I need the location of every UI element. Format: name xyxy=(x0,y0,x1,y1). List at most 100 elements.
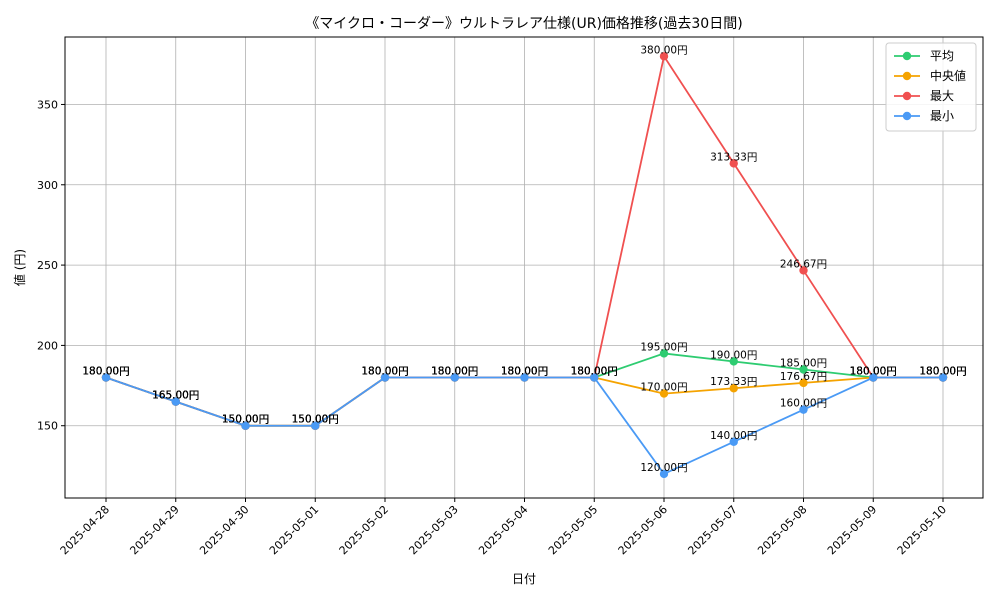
x-tick-label: 2025-05-06 xyxy=(616,503,670,557)
data-label: 165.00円 xyxy=(152,390,199,402)
axes: 2025-04-28 2025-04-29 2025-04-30 2025-05-01… xyxy=(37,98,949,557)
data-label: 180.00円 xyxy=(571,366,618,378)
legend-marker xyxy=(902,91,912,101)
legend-box xyxy=(885,42,977,132)
data-label: 170.00円 xyxy=(640,382,687,394)
data-label: 180.00円 xyxy=(919,366,966,378)
data-point xyxy=(799,378,808,388)
data-label: 180.00円 xyxy=(850,366,897,378)
legend-label: 最小 xyxy=(930,109,954,123)
data-label: 180.00円 xyxy=(431,366,478,378)
x-tick-label: 2025-04-30 xyxy=(197,503,251,557)
data-label: 160.00円 xyxy=(780,398,827,410)
legend-label: 平均 xyxy=(930,49,954,63)
data-point xyxy=(520,373,529,382)
data-label: 165.00円 xyxy=(152,390,199,402)
data-point xyxy=(729,384,738,393)
data-label: 180.00円 xyxy=(919,366,966,378)
x-axis-label: 日付 xyxy=(512,572,536,586)
data-label: 180.00円 xyxy=(82,366,129,378)
y-axis-label: 値 (円) xyxy=(12,249,27,286)
data-label: 173.33円 xyxy=(710,376,757,388)
data-point xyxy=(799,266,808,275)
x-tick-label: 2025-05-08 xyxy=(755,503,809,557)
data-label: 180.00円 xyxy=(361,366,408,378)
data-label: 180.00円 xyxy=(501,366,548,378)
data-label: 140.00円 xyxy=(710,430,757,442)
data-point xyxy=(869,373,878,382)
data-point xyxy=(241,421,250,430)
chart-title: 《マイクロ・コーダー》ウルトラレア仕様(UR)価格推移(過去30日間) xyxy=(305,16,742,32)
data-point xyxy=(659,52,669,61)
x-tick-label: 2025-05-04 xyxy=(476,503,530,557)
data-point xyxy=(729,159,738,168)
grid xyxy=(65,37,983,498)
data-label: 180.00円 xyxy=(361,366,408,378)
data-label: 180.00円 xyxy=(431,366,478,378)
plot-frame xyxy=(64,36,984,499)
data-label: 165.00円 xyxy=(152,390,199,402)
data-point xyxy=(799,365,808,374)
data-point xyxy=(659,349,669,358)
data-label: 150.00円 xyxy=(222,414,269,426)
data-label: 180.00円 xyxy=(82,366,129,378)
data-label: 180.00円 xyxy=(501,366,548,378)
data-label: 380.00円 xyxy=(640,44,687,56)
data-label: 150.00円 xyxy=(292,414,339,426)
data-point xyxy=(101,373,111,382)
data-label: 180.00円 xyxy=(501,366,548,378)
x-tick-label: 2025-04-28 xyxy=(58,503,112,557)
legend-marker xyxy=(902,51,912,61)
data-label: 150.00円 xyxy=(292,414,339,426)
y-tick-label: 150 xyxy=(37,420,58,433)
y-tick-label: 350 xyxy=(37,98,58,111)
legend-label: 中央値 xyxy=(930,68,966,83)
data-label: 150.00円 xyxy=(292,414,339,426)
data-label: 180.00円 xyxy=(850,366,897,378)
legend-marker xyxy=(902,71,912,81)
data-label: 150.00円 xyxy=(222,414,269,426)
y-tick-label: 300 xyxy=(37,179,58,192)
data-label: 246.67円 xyxy=(780,258,827,270)
data-point xyxy=(590,373,599,382)
data-label: 180.00円 xyxy=(501,366,548,378)
data-point xyxy=(938,373,948,382)
data-point xyxy=(171,397,180,406)
x-tick-label: 2025-04-29 xyxy=(127,503,181,557)
y-tick-label: 250 xyxy=(37,259,58,272)
data-label: 150.00円 xyxy=(292,414,339,426)
data-point xyxy=(450,373,459,382)
data-point xyxy=(729,357,738,366)
data-label: 180.00円 xyxy=(919,366,966,378)
data-point xyxy=(659,469,669,479)
legend-marker xyxy=(902,111,912,121)
series-layer xyxy=(101,52,948,479)
x-tick-label: 2025-05-01 xyxy=(267,503,321,557)
data-label: 180.00円 xyxy=(571,366,618,378)
data-label: 176.67円 xyxy=(780,371,827,383)
data-label: 180.00円 xyxy=(82,366,129,378)
data-label: 190.00円 xyxy=(710,349,757,361)
data-label: 180.00円 xyxy=(361,366,408,378)
x-tick-label: 2025-05-03 xyxy=(406,503,460,557)
data-label: 180.00円 xyxy=(571,366,618,378)
data-label: 180.00円 xyxy=(571,366,618,378)
data-label: 313.33円 xyxy=(710,151,757,163)
data-label: 165.00円 xyxy=(152,390,199,402)
x-tick-label: 2025-05-07 xyxy=(685,503,739,557)
data-label: 180.00円 xyxy=(850,366,897,378)
data-point xyxy=(659,389,669,398)
data-label: 150.00円 xyxy=(222,414,269,426)
legend-label: 最大 xyxy=(930,89,954,103)
data-label: 180.00円 xyxy=(431,366,478,378)
data-point xyxy=(799,405,808,414)
data-labels: 180.00円 165.00円 150.00円 150.00円 180.00円 180.0… xyxy=(82,44,966,474)
x-tick-label: 2025-05-02 xyxy=(337,503,391,557)
data-label: 180.00円 xyxy=(82,366,129,378)
x-tick-label: 2025-05-05 xyxy=(546,503,600,557)
y-tick-label: 200 xyxy=(37,339,58,352)
data-label: 185.00円 xyxy=(780,357,827,369)
data-label: 120.00円 xyxy=(640,462,687,474)
